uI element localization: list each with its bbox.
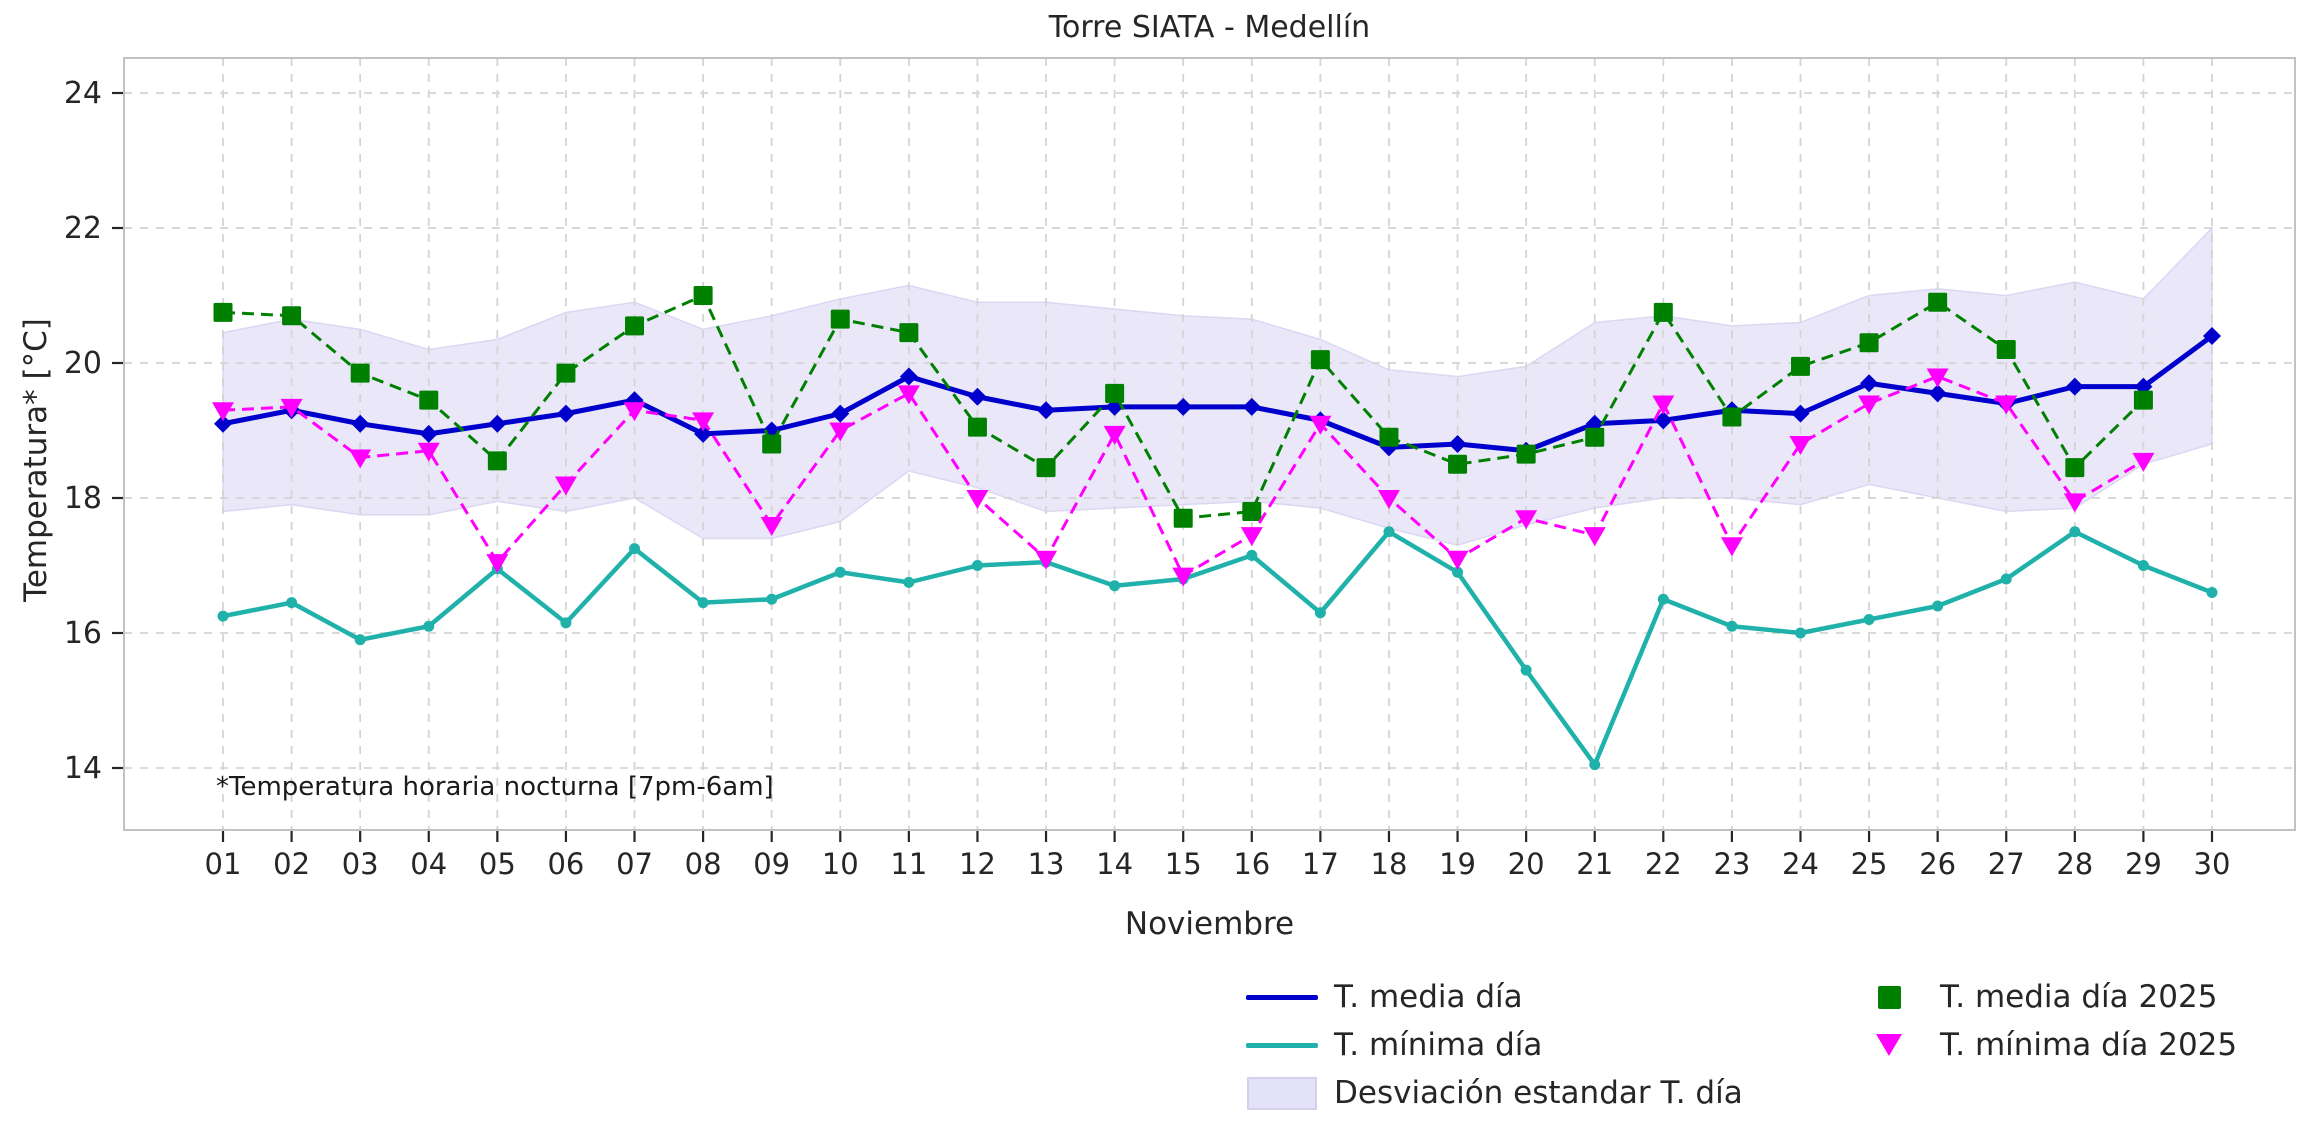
x-tick-label: 28	[2056, 847, 2093, 881]
y-tick-label: 16	[64, 616, 102, 651]
x-tick-label: 22	[1645, 847, 1682, 881]
x-tick-label: 15	[1165, 847, 1202, 881]
series-t-media-dia-2025	[213, 286, 2153, 528]
x-tick-label: 04	[410, 847, 447, 881]
y-tick-label: 20	[64, 346, 102, 381]
y-tick-label: 18	[64, 481, 102, 516]
x-tick-label: 19	[1439, 847, 1476, 881]
x-tick-label: 16	[1233, 847, 1270, 881]
x-tick-label: 26	[1919, 847, 1956, 881]
y-tick-label: 14	[64, 751, 102, 786]
x-tick-label: 18	[1371, 847, 1408, 881]
x-tick-label: 10	[822, 847, 859, 881]
x-tick-label: 12	[959, 847, 996, 881]
x-tick-label: 11	[890, 847, 927, 881]
x-tick-label: 13	[1028, 847, 1065, 881]
x-tick-label: 14	[1096, 847, 1133, 881]
x-tick-label: 03	[342, 847, 379, 881]
y-tick-label: 22	[64, 211, 102, 246]
x-tick-label: 20	[1508, 847, 1545, 881]
x-tick-label: 07	[616, 847, 653, 881]
x-tick-label: 24	[1782, 847, 1819, 881]
footnote-text: *Temperatura horaria nocturna [7pm-6am]	[216, 772, 774, 802]
x-tick-label: 02	[273, 847, 310, 881]
y-tick-label: 24	[64, 76, 102, 111]
axis-ticks: 14 16 18 20 22 24 01 02 03 04 05 06 07 08 09 10 11 12 13 14…	[64, 76, 2231, 881]
x-tick-label: 29	[2125, 847, 2162, 881]
x-tick-label: 30	[2194, 847, 2231, 881]
plot-frame	[123, 57, 2296, 831]
x-tick-label: 05	[479, 847, 516, 881]
x-tick-label: 21	[1576, 847, 1613, 881]
x-tick-label: 06	[547, 847, 584, 881]
series-t-minima-dia	[217, 526, 2218, 771]
x-tick-label: 08	[685, 847, 722, 881]
x-tick-label: 25	[1851, 847, 1888, 881]
x-tick-label: 27	[1988, 847, 2025, 881]
x-tick-label: 09	[753, 847, 790, 881]
x-axis-label: Noviembre	[1124, 906, 1295, 942]
x-tick-label: 17	[1302, 847, 1339, 881]
x-tick-label: 01	[205, 847, 242, 881]
x-tick-label: 23	[1713, 847, 1750, 881]
chart-title: Torre SIATA - Medellín	[1048, 10, 1371, 45]
series-t-minima-dia-2025	[212, 368, 2155, 587]
